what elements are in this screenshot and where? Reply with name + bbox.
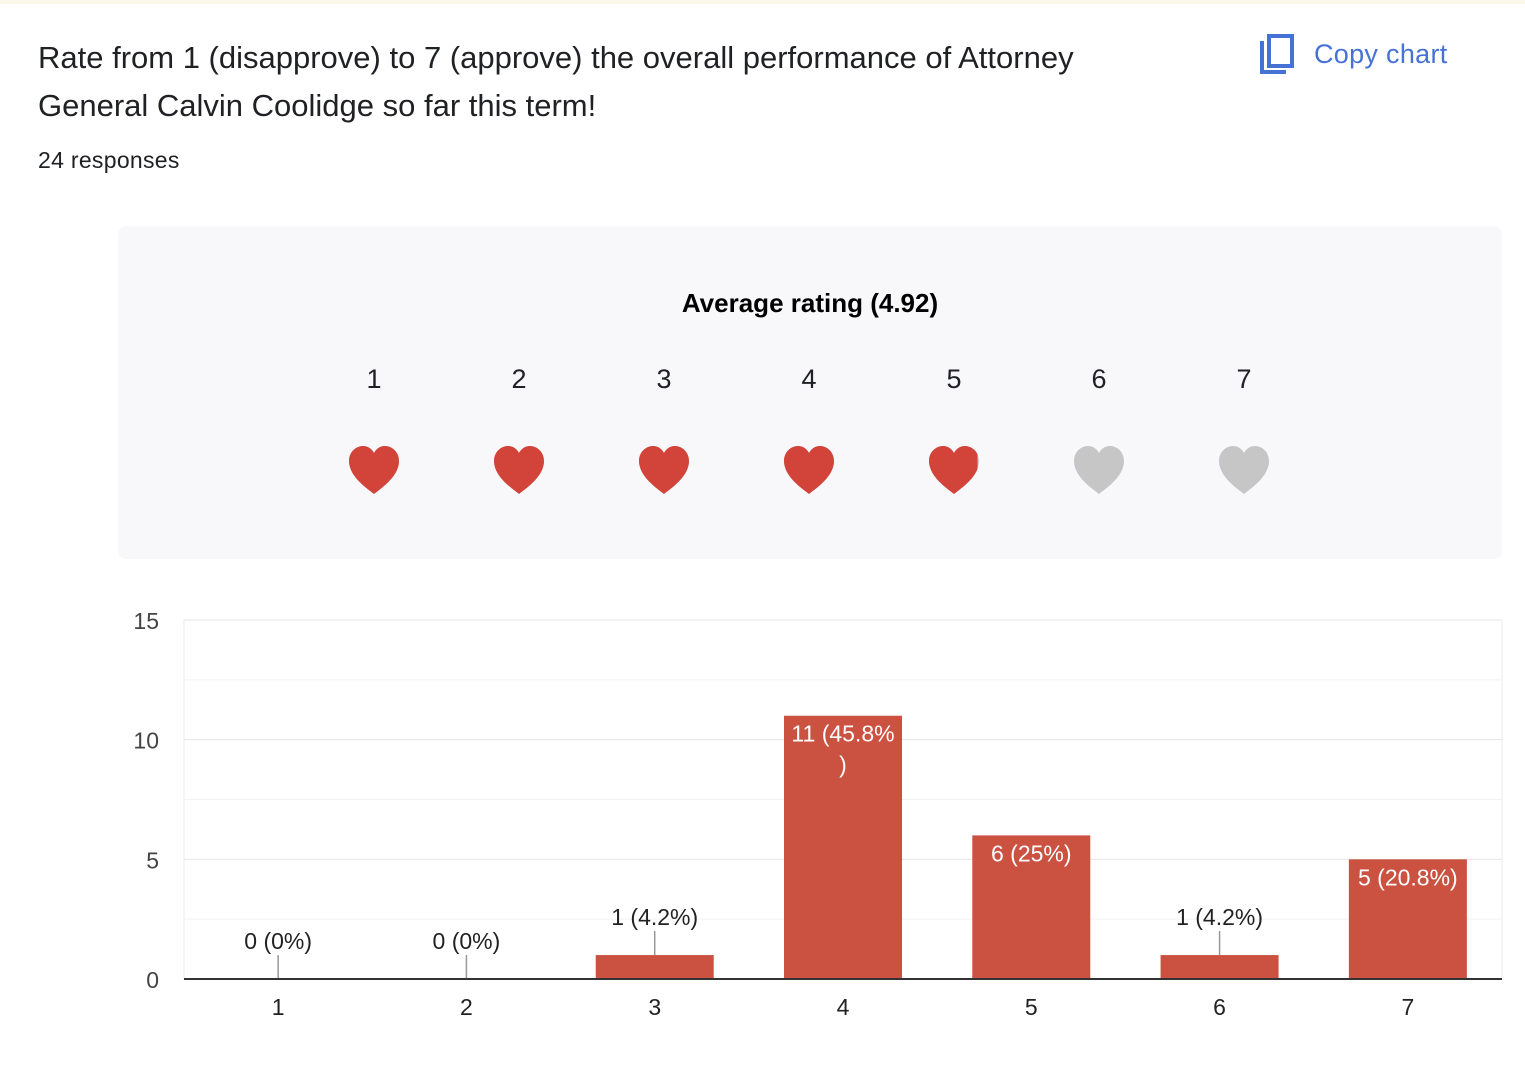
x-tick-label: 3 [648,994,661,1020]
x-tick-label: 6 [1213,994,1226,1020]
bar-data-label: 1 (4.2%) [611,904,698,930]
heart-icon [1071,444,1127,496]
bar [1348,859,1467,979]
bar-data-label: 5 (20.8%) [1358,864,1458,890]
average-rating-panel: Average rating (4.92) 1 2 3 4 5 6 7 [118,226,1502,559]
bar-data-label: ) [839,752,847,778]
heart-icon [926,444,982,496]
bar [595,955,714,979]
average-rating-title: Average rating (4.92) [681,288,939,318]
rating-scale-label: 6 [1091,364,1107,394]
bar [784,715,902,979]
heart-icon [346,444,402,496]
rating-scale-label: 2 [511,364,527,394]
heart-icon [1216,444,1272,496]
top-accent-line [0,0,1525,4]
bar [1160,955,1279,979]
rating-scale-label: 1 [366,364,382,394]
x-tick-label: 7 [1401,994,1414,1020]
bar-data-label: 11 (45.8% [791,721,894,747]
bar [972,835,1091,979]
y-tick-label: 15 [133,608,159,634]
bar-data-label: 6 (25%) [991,840,1072,866]
copy-icon [1258,33,1296,75]
rating-scale-label: 5 [946,364,962,394]
x-tick-label: 1 [272,994,285,1020]
copy-chart-label: Copy chart [1314,38,1448,69]
rating-scale-label: 7 [1236,364,1252,394]
heart-icon [491,444,547,496]
y-tick-label: 10 [133,728,159,754]
x-tick-label: 2 [460,994,473,1020]
y-tick-label: 0 [146,967,159,993]
copy-chart-button[interactable]: Copy chart [1258,30,1448,78]
heart-icon [636,444,692,496]
bar-data-label: 0 (0%) [433,928,501,954]
rating-scale-label: 4 [801,364,817,394]
rating-scale-label: 3 [656,364,672,394]
question-title: Rate from 1 (disapprove) to 7 (approve) … [38,40,1074,123]
response-count: 24 responses [38,147,180,173]
x-tick-label: 4 [837,994,850,1020]
y-tick-label: 5 [146,847,159,873]
bar-data-label: 1 (4.2%) [1176,904,1263,930]
bar-data-label: 0 (0%) [244,928,312,954]
x-tick-label: 5 [1025,994,1038,1020]
heart-icon [781,444,837,496]
